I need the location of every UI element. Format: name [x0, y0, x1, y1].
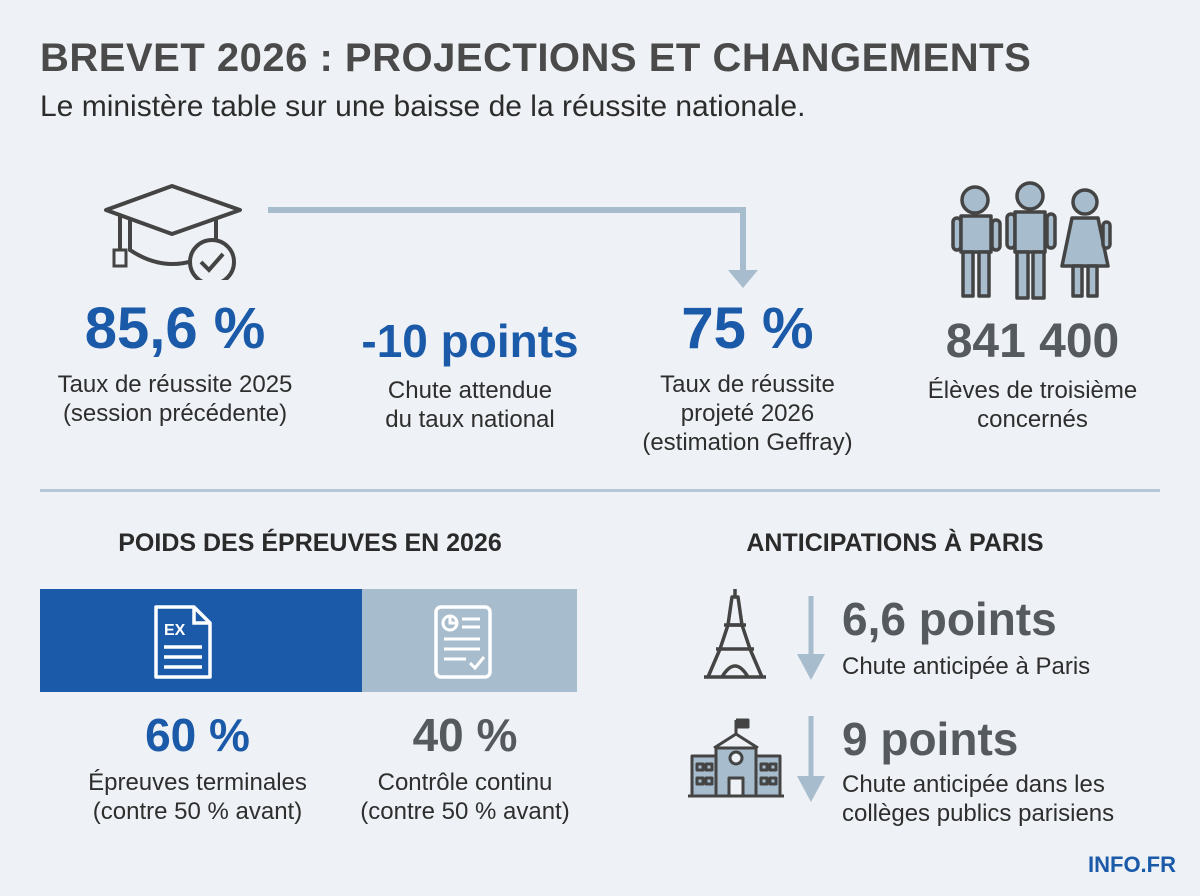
stat-label-line1: Taux de réussite 2025	[57, 371, 293, 398]
page-title: BREVET 2026 : PROJECTIONS ET CHANGEMENTS	[40, 36, 1032, 80]
school-building-icon	[688, 718, 784, 798]
stat-label-line2: du taux national	[385, 406, 555, 433]
stat-label-line2: (session précédente)	[62, 400, 288, 427]
weight-label-line1: Épreuves terminales	[88, 769, 307, 796]
paris-title: ANTICIPATIONS À PARIS	[746, 529, 1044, 557]
stat-label-line2: projeté 2026	[680, 400, 815, 427]
weight-label-line2: (contre 50 % avant)	[360, 798, 570, 825]
stat-projected-2026: 75 % Taux de réussite projeté 2026 (esti…	[615, 300, 880, 457]
students-icon	[951, 181, 1112, 300]
paris-label-line1: Chute anticipée dans les	[842, 771, 1105, 798]
section-divider	[40, 489, 1160, 492]
stat-value: 75 %	[681, 296, 814, 361]
page-subtitle: Le ministère table sur une baisse de la …	[40, 90, 806, 123]
exam-document-icon: EX	[154, 605, 212, 679]
stat-label-line2: concernés	[977, 406, 1088, 433]
down-arrow-icon	[797, 596, 825, 680]
stat-national-drop: -10 points Chute attendue du taux nation…	[330, 318, 610, 434]
weight-value: 40 %	[412, 709, 518, 761]
weight-continuous: 40 % Contrôle continu (contre 50 % avant…	[330, 712, 600, 826]
weight-terminal: 60 % Épreuves terminales (contre 50 % av…	[40, 712, 355, 826]
paris-label-line2: collèges publics parisiens	[842, 800, 1115, 827]
eiffel-tower-icon	[704, 589, 766, 679]
paris-value: 9 points	[842, 713, 1019, 765]
weight-label-line2: (contre 50 % avant)	[92, 798, 303, 825]
stat-value: 841 400	[945, 315, 1120, 368]
weight-value: 60 %	[145, 709, 250, 761]
stat-label-line1: Taux de réussite	[660, 371, 835, 398]
bar-terminal-exams	[40, 589, 362, 692]
paris-item-2: 9 points Chute anticipée dans les collèg…	[842, 716, 1114, 828]
weights-title: POIDS DES ÉPREUVES EN 2026	[118, 529, 502, 557]
stat-label-line1: Chute attendue	[387, 377, 553, 404]
stat-value: -10 points	[361, 315, 579, 367]
paris-value: 6,6 points	[842, 593, 1057, 645]
weight-label-line1: Contrôle continu	[377, 769, 553, 796]
stat-label-line3: (estimation Geffray)	[642, 429, 853, 456]
paris-label-line1: Chute anticipée à Paris	[842, 653, 1091, 680]
down-arrow-icon	[797, 716, 825, 802]
stat-label-line1: Élèves de troisième	[927, 377, 1138, 404]
exam-icon-text: EX	[164, 622, 186, 639]
stat-success-2025: 85,6 % Taux de réussite 2025 (session pr…	[40, 300, 310, 428]
paris-item-1: 6,6 points Chute anticipée à Paris	[842, 596, 1090, 681]
stat-students: 841 400 Élèves de troisième concernés	[900, 318, 1165, 434]
brand-logo: INFO.FR	[1088, 852, 1176, 877]
stat-value: 85,6 %	[84, 296, 266, 361]
checklist-document-icon	[434, 605, 492, 679]
graduation-cap-check-icon	[104, 184, 242, 280]
connector-arrow	[268, 207, 758, 288]
